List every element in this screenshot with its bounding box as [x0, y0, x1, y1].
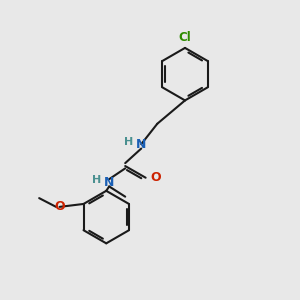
Text: O: O [150, 171, 161, 184]
Text: N: N [104, 176, 114, 189]
Text: H: H [92, 175, 101, 185]
Text: Cl: Cl [178, 31, 191, 44]
Text: N: N [136, 138, 146, 151]
Text: O: O [54, 200, 65, 213]
Text: H: H [124, 137, 133, 147]
